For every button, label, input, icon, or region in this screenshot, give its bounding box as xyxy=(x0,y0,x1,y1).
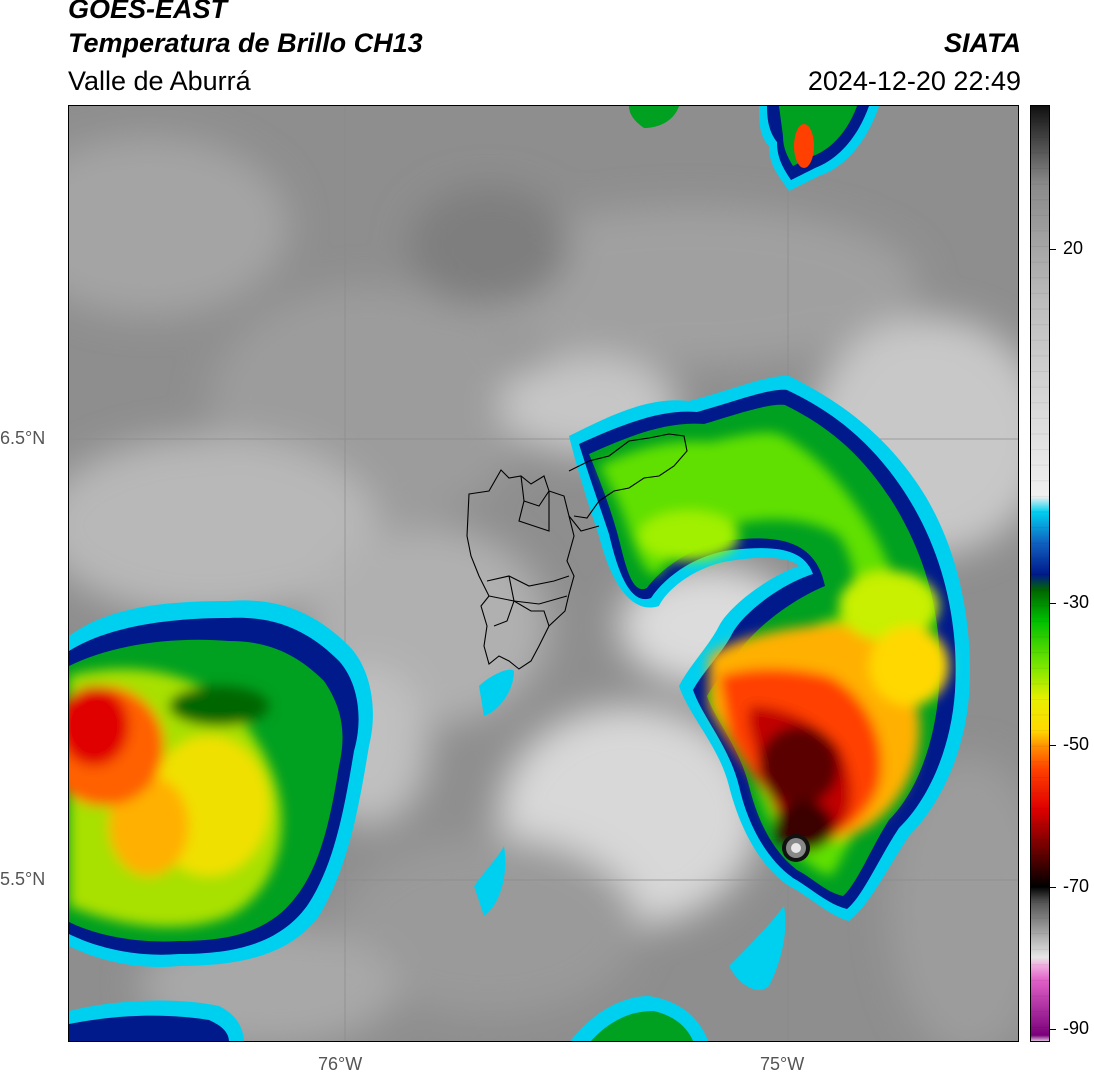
colorbar xyxy=(1030,105,1050,1042)
timestamp: 2024-12-20 22:49 xyxy=(807,66,1021,96)
region-label: Valle de Aburrá xyxy=(68,66,251,96)
convective-system-east xyxy=(569,375,970,921)
satellite-title: GOES-EAST xyxy=(68,0,228,24)
latitude-label: 5.5°N xyxy=(0,869,46,889)
latitude-label: 6.5°N xyxy=(0,428,46,448)
colorbar-tick-label: 20 xyxy=(1063,238,1084,258)
aburra-valley-boundaries xyxy=(466,433,688,670)
colorbar-tick-label: -30 xyxy=(1063,592,1090,612)
longitude-label: 76°W xyxy=(318,1054,363,1074)
cloud-top-north xyxy=(629,106,879,191)
product-title: Temperatura de Brillo CH13 xyxy=(68,28,423,58)
colorbar-tick xyxy=(1050,1029,1056,1030)
colorbar-tick xyxy=(1050,745,1056,746)
colorbar-tick-label: -50 xyxy=(1063,734,1090,754)
colorbar-gradient xyxy=(1031,106,1049,1041)
cloud-bottom-south xyxy=(69,669,786,1041)
colorbar-tick-label: -70 xyxy=(1063,876,1090,896)
colorbar-tick xyxy=(1050,249,1056,250)
convective-cell-west xyxy=(69,600,373,967)
colorbar-tick xyxy=(1050,603,1056,604)
longitude-label: 75°W xyxy=(760,1054,805,1074)
satellite-map xyxy=(68,105,1019,1042)
agency-label: SIATA xyxy=(944,28,1021,58)
brightness-temperature-field xyxy=(69,106,1018,1041)
colorbar-tick-label: -90 xyxy=(1063,1018,1090,1038)
colorbar-tick xyxy=(1050,887,1056,888)
